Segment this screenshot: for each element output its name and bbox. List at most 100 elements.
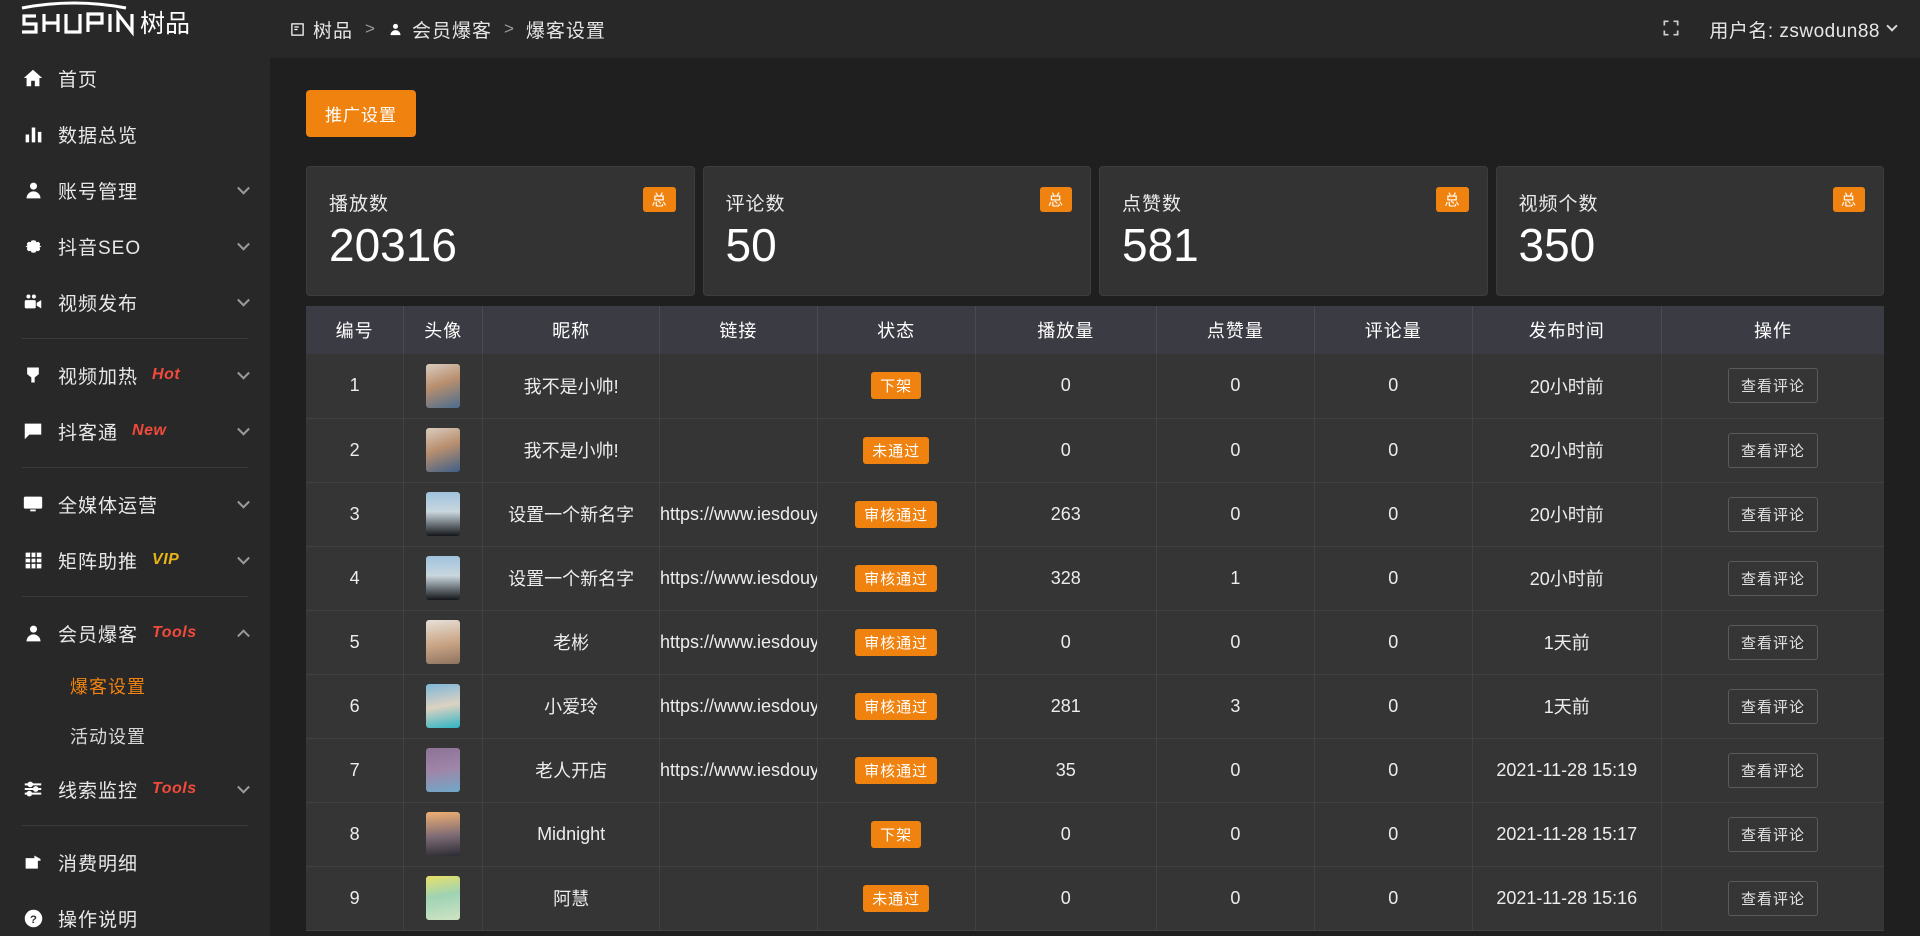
- cell-link[interactable]: https://www.iesdouyin.c: [659, 546, 818, 611]
- sidebar-item-label: 会员爆客: [58, 624, 139, 646]
- rocket-icon: [20, 362, 46, 388]
- cell-likes: 0: [1156, 354, 1315, 419]
- shupin-logo-icon: 树品: [21, 1, 190, 38]
- fullscreen-icon[interactable]: [1661, 18, 1683, 40]
- avatar: [426, 363, 461, 408]
- view-comments-button[interactable]: 查看评论: [1727, 688, 1818, 724]
- cell-avatar: [403, 674, 484, 739]
- view-comments-button[interactable]: 查看评论: [1727, 752, 1818, 788]
- sidebar-item-account-management[interactable]: 账号管理: [0, 162, 270, 218]
- breadcrumb-item-root[interactable]: 树品: [288, 16, 353, 43]
- user-menu[interactable]: 用户名: zswodun88: [1709, 16, 1898, 43]
- col-header-likes: 点赞量: [1156, 306, 1315, 354]
- cell-publish-time: 20小时前: [1472, 354, 1662, 419]
- breadcrumb-item-member-baoke[interactable]: 会员爆客: [387, 16, 492, 43]
- col-header-link: 链接: [659, 306, 818, 354]
- sidebar-item-consumption-details[interactable]: 消费明细: [0, 834, 270, 890]
- brand-logo[interactable]: 树品: [0, 0, 270, 40]
- user-icon: [387, 20, 405, 38]
- view-comments-button[interactable]: 查看评论: [1727, 368, 1818, 404]
- svg-text:?: ?: [30, 913, 37, 925]
- stat-card-video-count: 总 视频个数 350: [1495, 166, 1884, 296]
- view-comments-button[interactable]: 查看评论: [1727, 816, 1818, 852]
- cell-comments: 0: [1314, 674, 1473, 739]
- sidebar-item-member-baoke[interactable]: 会员爆客 Tools: [0, 605, 270, 661]
- cell-link[interactable]: https://www.iesdouyin.c: [659, 738, 818, 803]
- sidebar-subitem-label: 爆客设置: [70, 677, 146, 697]
- cell-publish-time: 1天前: [1472, 674, 1662, 739]
- sidebar-item-badge: Tools: [152, 780, 197, 797]
- cell-likes: 0: [1156, 802, 1315, 867]
- status-badge: 未通过: [863, 884, 930, 912]
- cell-avatar: [403, 546, 484, 611]
- cell-comments: 0: [1314, 482, 1473, 547]
- avatar: [426, 876, 461, 920]
- stat-label: 评论数: [725, 194, 786, 215]
- sidebar-item-douyin-seo[interactable]: 抖音SEO: [0, 218, 270, 274]
- table-row: 2 我不是小帅! 未通过 0 0 0 20小时前 查看评论: [306, 418, 1884, 483]
- sidebar-item-instructions[interactable]: ? 操作说明: [0, 890, 270, 936]
- sidebar-item-omnimedia-operation[interactable]: 全媒体运营: [0, 476, 270, 532]
- sidebar-subitem-activity-settings[interactable]: 活动设置: [0, 711, 270, 761]
- sidebar-item-label: 线索监控: [58, 780, 139, 802]
- view-comments-button[interactable]: 查看评论: [1727, 624, 1818, 660]
- sidebar-item-label: 视频发布: [58, 293, 139, 315]
- col-header-nickname: 昵称: [482, 306, 660, 354]
- sidebar-item-matrix-boost[interactable]: 矩阵助推 VIP: [0, 532, 270, 588]
- sidebar-nav: 首页 数据总览 账号管理 抖音SE: [0, 40, 270, 936]
- status-badge: 审核通过: [855, 628, 938, 656]
- col-header-index: 编号: [306, 306, 405, 354]
- sidebar-item-video-boost[interactable]: 视频加热 Hot: [0, 347, 270, 403]
- cell-status: 审核通过: [817, 738, 976, 803]
- cell-plays: 281: [975, 674, 1158, 739]
- cell-comments: 0: [1314, 738, 1473, 803]
- sidebar-item-badge: Tools: [152, 624, 197, 641]
- sidebar-item-label: 抖客通: [58, 422, 119, 444]
- cell-comments: 0: [1314, 802, 1473, 867]
- cell-plays: 0: [975, 418, 1158, 483]
- cell-link[interactable]: https://www.iesdouyin.c: [659, 610, 818, 675]
- breadcrumb-item-current: 爆客设置: [526, 16, 606, 43]
- home-icon: [20, 65, 46, 91]
- video-camera-icon: [20, 289, 46, 315]
- status-badge: 总: [643, 187, 676, 212]
- cell-publish-time: 2021-11-28 15:19: [1472, 738, 1662, 803]
- avatar: [426, 748, 461, 792]
- cell-avatar: [403, 610, 484, 675]
- stat-label: 播放数: [329, 194, 390, 215]
- cell-publish-time: 20小时前: [1472, 546, 1662, 611]
- chevron-down-icon: [1886, 20, 1898, 32]
- username-label: 用户名: zswodun88: [1709, 20, 1880, 42]
- status-badge: 审核通过: [855, 564, 938, 592]
- sidebar-item-douketong[interactable]: 抖客通 New: [0, 403, 270, 459]
- cell-operation: 查看评论: [1661, 354, 1884, 419]
- cell-plays: 0: [975, 354, 1158, 419]
- cell-operation: 查看评论: [1661, 674, 1884, 739]
- cell-link[interactable]: https://www.iesdouyin.c: [659, 482, 818, 547]
- col-header-plays: 播放量: [975, 306, 1158, 354]
- cell-status: 下架: [817, 354, 976, 419]
- cell-likes: 0: [1156, 738, 1315, 803]
- stat-label: 视频个数: [1518, 194, 1599, 215]
- cell-operation: 查看评论: [1661, 418, 1884, 483]
- avatar: [426, 556, 461, 600]
- member-icon: [20, 620, 46, 646]
- cell-link[interactable]: https://www.iesdouyin.c: [659, 674, 818, 739]
- view-comments-button[interactable]: 查看评论: [1727, 560, 1818, 596]
- view-comments-button[interactable]: 查看评论: [1727, 432, 1818, 468]
- sidebar-item-video-publish[interactable]: 视频发布: [0, 274, 270, 330]
- table-header-row: 编号 头像 昵称 链接 状态 播放量 点赞量 评论量 发布时间 操作: [306, 306, 1884, 354]
- sidebar-item-label: 账号管理: [58, 181, 139, 203]
- promotion-settings-button[interactable]: 推广设置: [306, 90, 416, 137]
- sidebar-item-label: 视频加热: [58, 366, 139, 388]
- table-row: 1 我不是小帅! 下架 0 0 0 20小时前 查看评论: [306, 354, 1884, 419]
- status-badge: 总: [1039, 187, 1072, 212]
- breadcrumb-label: 会员爆客: [411, 20, 492, 42]
- sidebar-item-lead-monitoring[interactable]: 线索监控 Tools: [0, 761, 270, 817]
- sidebar-item-home[interactable]: 首页: [0, 50, 270, 106]
- sidebar-subitem-baoke-settings[interactable]: 爆客设置: [0, 661, 270, 711]
- view-comments-button[interactable]: 查看评论: [1727, 880, 1818, 916]
- sidebar-item-data-overview[interactable]: 数据总览: [0, 106, 270, 162]
- table-row: 9 阿慧 未通过 0 0 0 2021-11-28 15:16 查看评论: [306, 866, 1884, 931]
- view-comments-button[interactable]: 查看评论: [1727, 496, 1818, 532]
